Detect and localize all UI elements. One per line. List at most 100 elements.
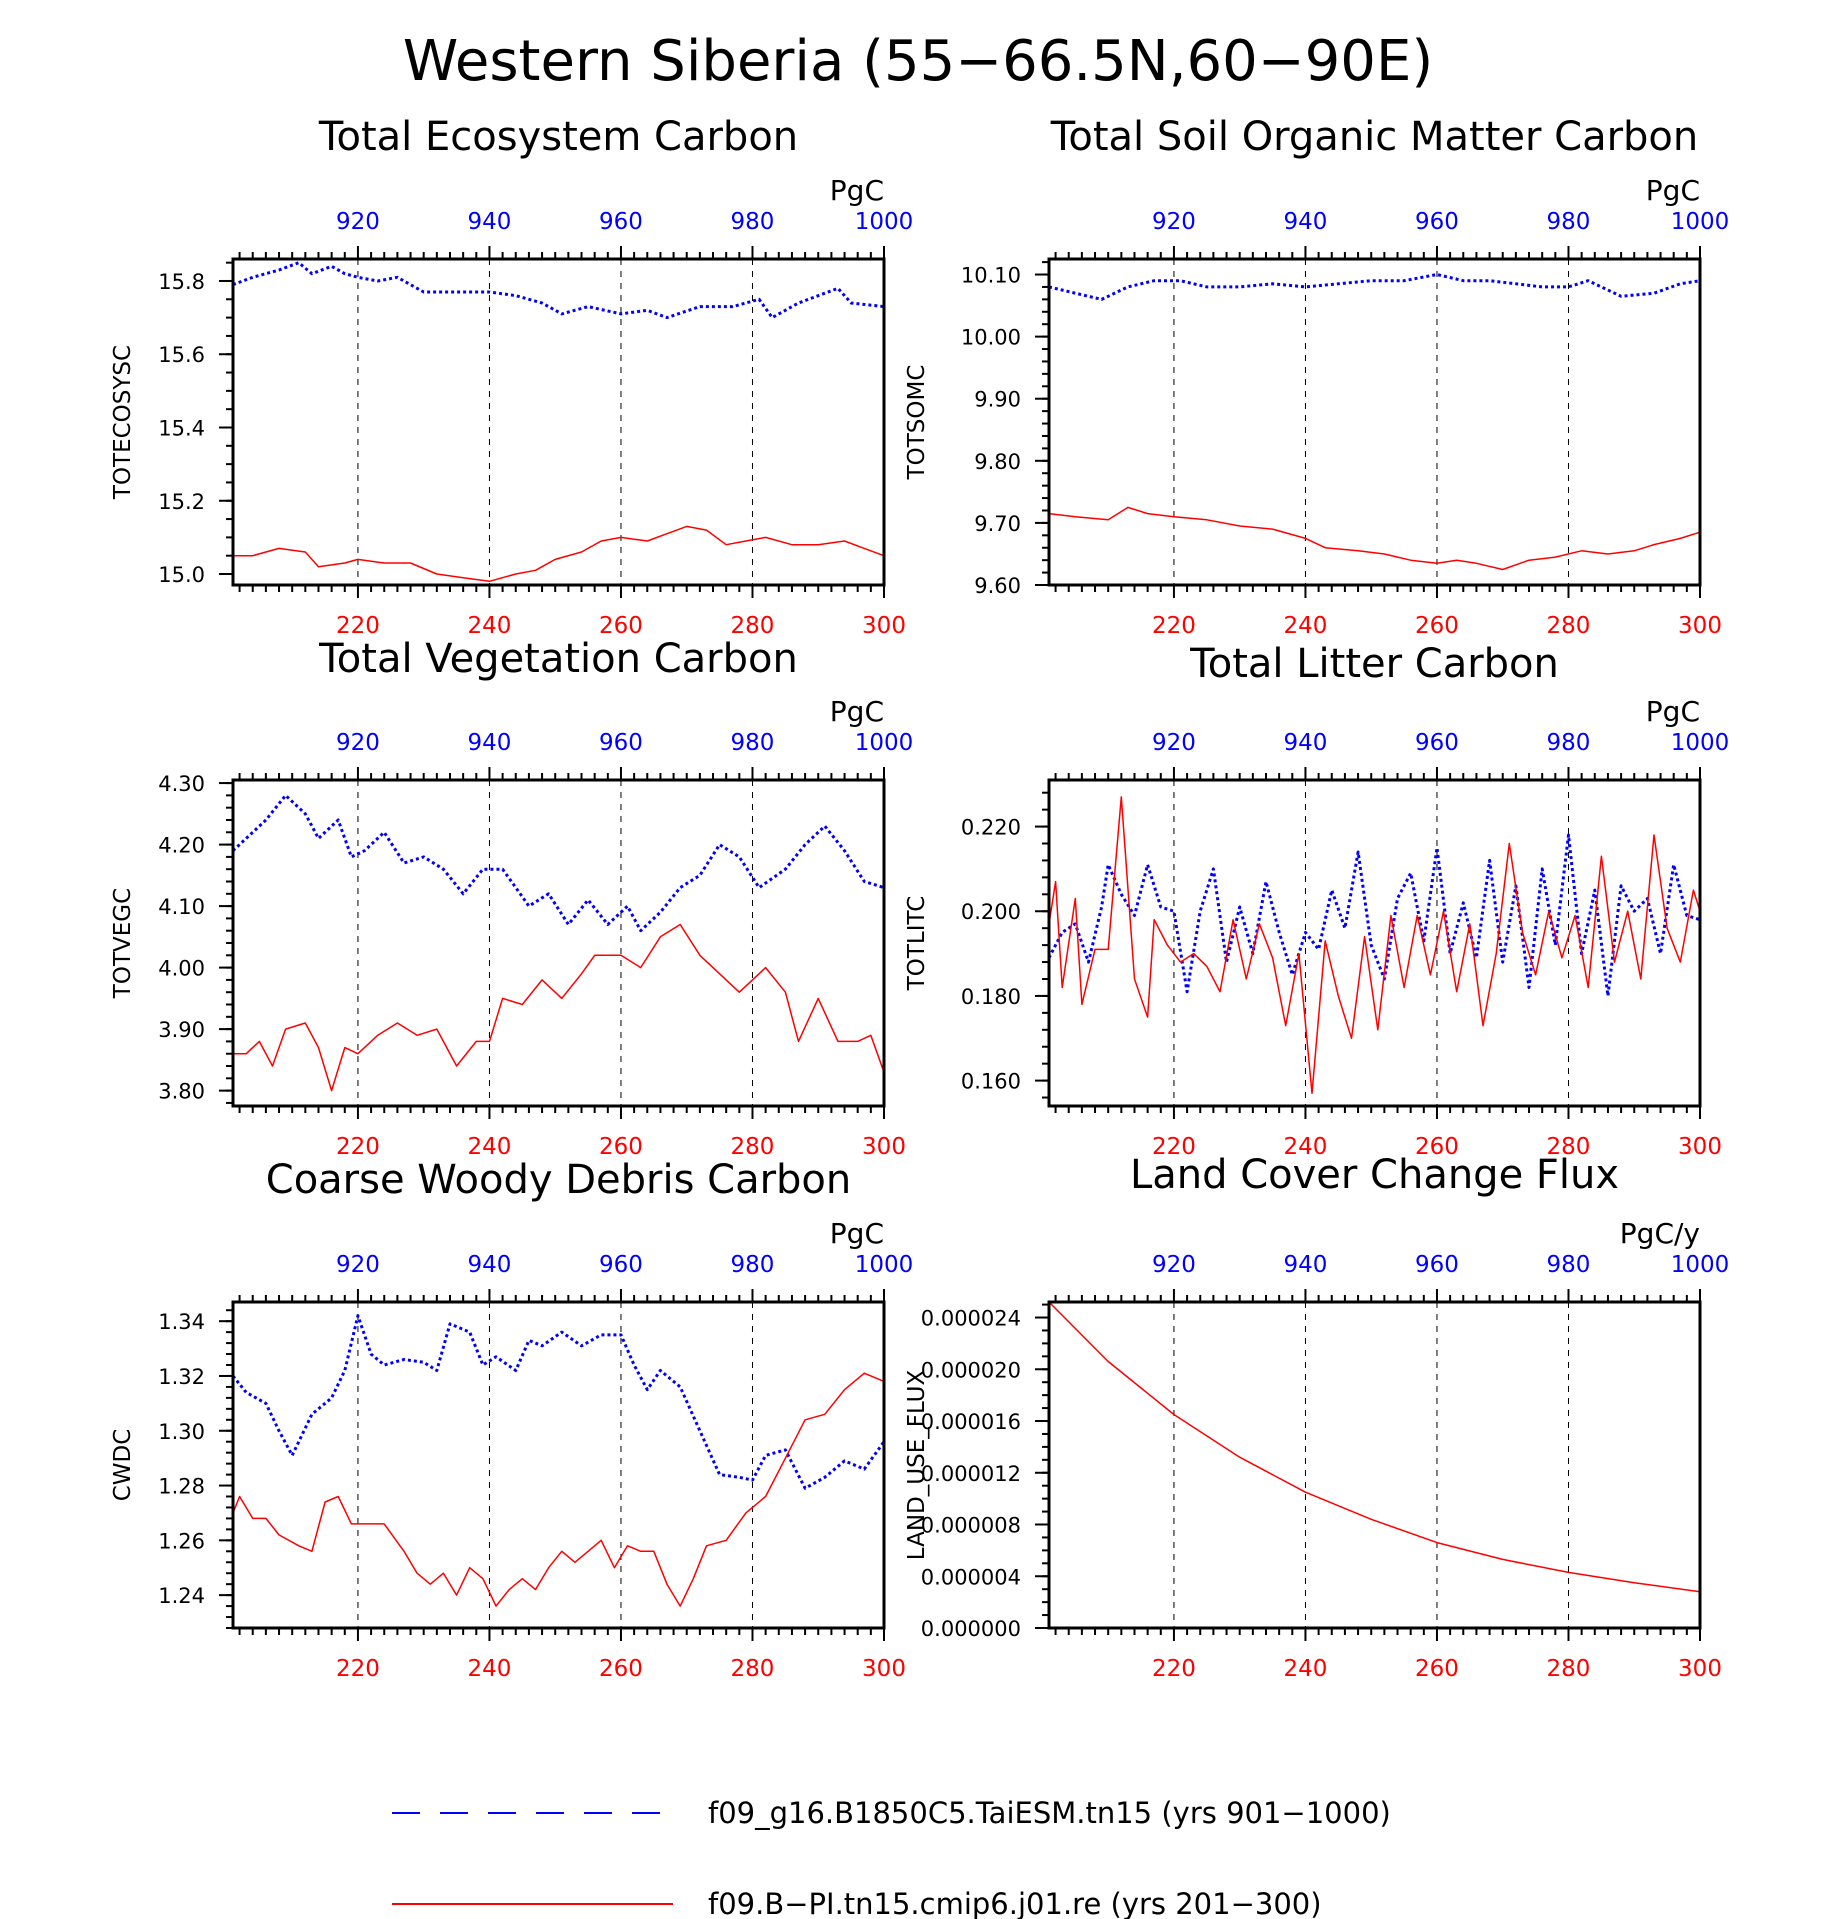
chart-total-litter-series-cmip6 [1048, 796, 1701, 1095]
chart-total-litter-xlabel-bottom: 240 [1284, 1134, 1328, 1160]
chart-total-litter-series-taiesm [1047, 833, 1701, 998]
chart-cwd-xlabel-top: 980 [731, 1252, 775, 1278]
chart-total-vegetation-panel: Total Vegetation Carbon 220 240 260 280 300 92… [110, 636, 913, 1160]
chart-total-ecosystem-xlabel-bottom: 220 [336, 613, 380, 639]
chart-total-ecosystem-ylabel-tick: 15.0 [158, 563, 205, 587]
chart-cwd-xlabel-top: 940 [468, 1252, 512, 1278]
chart-total-vegetation-xlabel-top: 1000 [855, 730, 914, 756]
chart-total-soil-om-xlabel-bottom: 240 [1284, 613, 1328, 639]
chart-cwd-xlabel-bottom: 240 [468, 1656, 512, 1682]
chart-total-vegetation-xlabel-bottom: 300 [862, 1134, 906, 1160]
chart-total-litter-ylabel-tick: 0.220 [961, 816, 1021, 840]
chart-total-vegetation-unit-label: PgC [830, 695, 884, 728]
chart-land-cover-flux-series-cmip6 [1048, 1301, 1701, 1593]
chart-total-ecosystem-xlabel-bottom: 240 [468, 613, 512, 639]
chart-land-cover-flux-xlabel-bottom: 280 [1547, 1656, 1591, 1682]
chart-land-cover-flux-ylabel-tick: 0.000020 [921, 1358, 1021, 1382]
chart-total-soil-om-ylabel-tick: 10.00 [961, 326, 1021, 350]
chart-total-litter-frame [1047, 778, 1702, 1108]
chart-total-ecosystem-title: Total Ecosystem Carbon [318, 114, 798, 160]
chart-cwd-xlabel-bottom: 280 [731, 1656, 775, 1682]
chart-land-cover-flux-ylabel-tick: 0.000016 [921, 1410, 1021, 1434]
chart-total-soil-om-series-cmip6 [1048, 506, 1701, 571]
chart-total-soil-om-ylabel-tick: 9.80 [974, 450, 1021, 474]
chart-total-litter-yaxis-label: TOTLITC [904, 896, 930, 992]
chart-total-soil-om-xlabel-top: 1000 [1671, 209, 1730, 235]
chart-land-cover-flux-xlabel-bottom: 300 [1678, 1656, 1722, 1682]
chart-cwd-xlabel-top: 1000 [855, 1252, 914, 1278]
chart-total-ecosystem-xlabel-bottom: 280 [731, 613, 775, 639]
chart-total-litter-xlabel-top: 1000 [1671, 730, 1730, 756]
legend-label-cmip6: f09.B−PI.tn15.cmip6.j01.re (yrs 201−300) [708, 1887, 1322, 1919]
chart-land-cover-flux-xlabel-bottom: 220 [1152, 1656, 1196, 1682]
chart-cwd-frame [231, 1300, 886, 1630]
chart-cwd-xlabel-bottom: 220 [336, 1656, 380, 1682]
chart-total-vegetation-xlabel-top: 940 [468, 730, 512, 756]
chart-total-soil-om-xlabel-top: 960 [1415, 209, 1459, 235]
chart-cwd-unit-label: PgC [830, 1217, 884, 1250]
chart-total-soil-om-title: Total Soil Organic Matter Carbon [1050, 114, 1699, 160]
chart-land-cover-flux-xlabel-top: 1000 [1671, 1252, 1730, 1278]
chart-total-ecosystem-ylabel-tick: 15.6 [158, 343, 205, 367]
chart-land-cover-flux-title: Land Cover Change Flux [1130, 1152, 1619, 1198]
chart-total-soil-om-ylabel-tick: 9.70 [974, 512, 1021, 536]
chart-land-cover-flux-ylabel-tick: 0.000012 [921, 1462, 1021, 1486]
chart-total-soil-om-xlabel-bottom: 300 [1678, 613, 1722, 639]
chart-land-cover-flux-xlabel-top: 960 [1415, 1252, 1459, 1278]
chart-land-cover-flux-yaxis-label: LAND_USE_FLUX [904, 1370, 930, 1561]
chart-cwd-xlabel-top: 960 [599, 1252, 643, 1278]
chart-total-litter-unit-label: PgC [1646, 695, 1700, 728]
chart-land-cover-flux-xlabel-top: 980 [1547, 1252, 1591, 1278]
chart-total-litter-xlabel-bottom: 280 [1547, 1134, 1591, 1160]
chart-total-ecosystem-yaxis-label: TOTECOSYSC [110, 345, 136, 500]
chart-total-ecosystem-xlabel-top: 920 [336, 209, 380, 235]
chart-total-vegetation-ylabel-tick: 4.00 [158, 957, 205, 981]
chart-total-ecosystem-xlabel-bottom: 300 [862, 613, 906, 639]
chart-total-ecosystem-xlabel-top: 960 [599, 209, 643, 235]
chart-cwd-ylabel-tick: 1.24 [158, 1584, 205, 1608]
chart-cwd-title: Coarse Woody Debris Carbon [266, 1157, 851, 1203]
chart-total-ecosystem-series-cmip6 [233, 525, 885, 583]
chart-total-soil-om-xlabel-bottom: 260 [1415, 613, 1459, 639]
chart-total-vegetation-xlabel-bottom: 220 [336, 1134, 380, 1160]
chart-cwd-series-taiesm [231, 1314, 886, 1490]
chart-total-ecosystem-frame [231, 257, 886, 587]
chart-land-cover-flux-ylabel-tick: 0.000000 [921, 1617, 1021, 1641]
chart-total-litter-xlabel-bottom: 260 [1415, 1134, 1459, 1160]
chart-total-vegetation-xlabel-top: 960 [599, 730, 643, 756]
chart-total-soil-om-ylabel-tick: 10.10 [961, 264, 1021, 288]
chart-total-soil-om-yaxis-label: TOTSOMC [904, 365, 930, 481]
chart-total-soil-om-frame [1047, 257, 1702, 587]
chart-land-cover-flux-xlabel-bottom: 240 [1284, 1656, 1328, 1682]
chart-total-litter-xlabel-top: 960 [1415, 730, 1459, 756]
chart-total-ecosystem-xlabel-bottom: 260 [599, 613, 643, 639]
figure-title: Western Siberia (55−66.5N,60−90E) [403, 29, 1433, 94]
chart-land-cover-flux-frame [1047, 1300, 1702, 1630]
chart-land-cover-flux-unit-label: PgC/y [1620, 1217, 1700, 1250]
chart-cwd-xlabel-top: 920 [336, 1252, 380, 1278]
chart-total-vegetation-xlabel-top: 920 [336, 730, 380, 756]
chart-total-vegetation-ylabel-tick: 3.80 [158, 1080, 205, 1104]
chart-total-litter-ylabel-tick: 0.200 [961, 900, 1021, 924]
chart-total-vegetation-ylabel-tick: 4.10 [158, 895, 205, 919]
chart-total-soil-om-panel: Total Soil Organic Matter Carbon 220 240 26… [904, 114, 1729, 639]
chart-total-vegetation-yaxis-label: TOTVEGC [110, 888, 136, 999]
chart-total-litter-xlabel-bottom: 220 [1152, 1134, 1196, 1160]
chart-land-cover-flux-xlabel-top: 920 [1152, 1252, 1196, 1278]
chart-land-cover-flux-ylabel-tick: 0.000024 [921, 1307, 1021, 1331]
chart-total-vegetation-title: Total Vegetation Carbon [318, 636, 798, 682]
chart-total-litter-ylabel-tick: 0.160 [961, 1070, 1021, 1094]
chart-total-vegetation-ylabel-tick: 3.90 [158, 1018, 205, 1042]
chart-total-soil-om-ylabel-tick: 9.60 [974, 574, 1021, 598]
chart-total-soil-om-unit-label: PgC [1646, 174, 1700, 207]
chart-total-soil-om-series-taiesm [1048, 273, 1701, 301]
chart-total-vegetation-xlabel-top: 980 [731, 730, 775, 756]
chart-total-vegetation-series-cmip6 [233, 923, 885, 1092]
chart-total-litter-xlabel-top: 980 [1547, 730, 1591, 756]
chart-cwd-ylabel-tick: 1.26 [158, 1529, 205, 1553]
chart-total-litter-xlabel-bottom: 300 [1678, 1134, 1722, 1160]
legend-label-taiesm: f09_g16.B1850C5.TaiESM.tn15 (yrs 901−100… [708, 1796, 1391, 1830]
chart-total-ecosystem-panel: Total Ecosystem Carbon 220 240 260 280 300 920… [110, 114, 913, 639]
chart-land-cover-flux-ylabel-tick: 0.000008 [921, 1514, 1021, 1538]
